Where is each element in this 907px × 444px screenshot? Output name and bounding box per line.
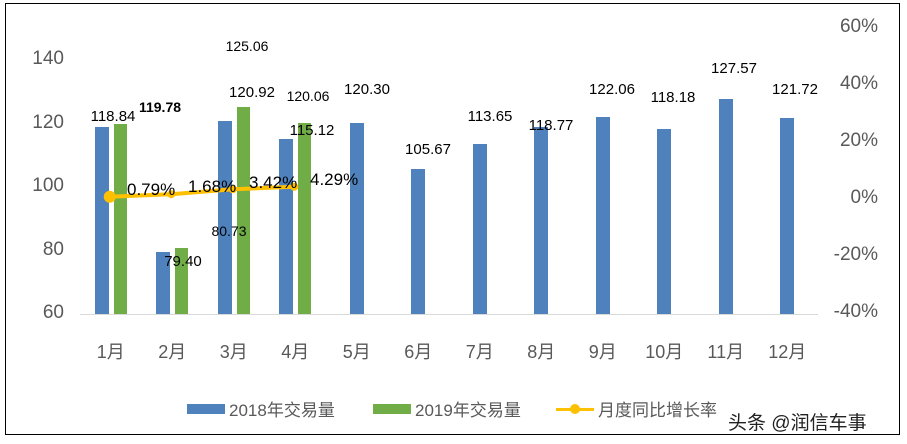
legend-line-marker-icon xyxy=(556,403,594,414)
watermark: 头条 @润信车事 xyxy=(728,413,867,434)
legend-swatch-2018 xyxy=(187,403,225,414)
chart-frame xyxy=(5,3,900,435)
legend-item-growth: 月度同比增长率 xyxy=(556,396,717,421)
bar-2018 xyxy=(411,168,426,314)
data-label-2018: 79.40 xyxy=(164,253,202,270)
x-axis-tick: 7月 xyxy=(465,342,494,362)
data-label-growth: 3.42% xyxy=(249,173,298,192)
data-label-2019: 120.06 xyxy=(286,88,330,104)
legend-label-2018: 2018年交易量 xyxy=(229,401,335,420)
data-label-2018: 118.77 xyxy=(528,117,574,134)
x-axis-tick: 8月 xyxy=(527,342,556,362)
data-label-2018: 113.65 xyxy=(467,108,513,125)
y-axis-tick: 60 xyxy=(42,302,64,323)
y-axis-tick: 120 xyxy=(32,111,64,133)
bar-2019 xyxy=(298,123,312,314)
data-label-2018: 120.92 xyxy=(229,84,275,101)
data-label-2019: 80.73 xyxy=(211,223,247,239)
data-label-2018: 120.30 xyxy=(344,81,390,98)
bar-2018 xyxy=(595,116,610,314)
legend-item-2019: 2019年交易量 xyxy=(373,396,521,421)
growth-rate-marker xyxy=(103,190,116,203)
bar-2018 xyxy=(94,127,109,314)
data-label-2018: 118.84 xyxy=(90,108,136,125)
bar-2018 xyxy=(349,122,364,314)
bar-2018 xyxy=(534,127,549,314)
x-axis-tick: 1月 xyxy=(96,342,125,362)
bar-2018 xyxy=(718,99,733,314)
x-axis-line xyxy=(80,314,818,315)
x-axis-tick: 11月 xyxy=(707,342,745,362)
legend-swatch-2019 xyxy=(373,403,411,414)
y2-axis-tick: -20% xyxy=(833,244,878,265)
bar-2018 xyxy=(472,143,487,314)
y2-axis-tick: 0% xyxy=(850,187,878,208)
data-label-growth: 1.68% xyxy=(188,177,237,196)
bar-2018 xyxy=(657,129,672,314)
data-label-growth: 4.29% xyxy=(310,170,359,189)
data-label-2018: 122.06 xyxy=(589,81,635,98)
bar-2019 xyxy=(113,124,127,314)
data-label-2018: 127.57 xyxy=(711,60,757,77)
x-axis-tick: 3月 xyxy=(219,342,248,362)
y2-axis-tick: 60% xyxy=(839,16,878,37)
y2-axis-tick: 20% xyxy=(839,130,878,151)
data-label-2018: 105.67 xyxy=(405,141,451,158)
x-axis-tick: 2月 xyxy=(158,342,187,362)
legend-item-2018: 2018年交易量 xyxy=(187,396,335,421)
bar-2018 xyxy=(217,120,232,314)
legend-label-growth: 月度同比增长率 xyxy=(598,401,717,420)
growth-rate-marker xyxy=(290,182,299,191)
x-axis-tick: 4月 xyxy=(281,342,310,362)
x-axis-tick: 6月 xyxy=(404,342,433,362)
y-axis-tick: 80 xyxy=(42,238,64,260)
data-label-growth: 0.79% xyxy=(127,180,176,199)
bar-2019 xyxy=(175,248,189,314)
data-label-2018: 121.72 xyxy=(772,81,818,98)
y2-axis-tick: 40% xyxy=(839,73,878,94)
data-label-2019: 125.06 xyxy=(225,38,269,54)
x-axis-tick: 12月 xyxy=(768,342,807,362)
x-axis-tick: 5月 xyxy=(342,342,371,362)
growth-rate-marker xyxy=(228,185,237,194)
data-label-2019: 119.78 xyxy=(138,99,182,115)
bar-2018 xyxy=(279,138,294,314)
legend-label-2019: 2019年交易量 xyxy=(415,401,521,420)
data-label-2018: 115.12 xyxy=(289,122,335,139)
bar-2018 xyxy=(156,252,171,314)
y-axis-tick: 140 xyxy=(32,48,64,69)
growth-rate-marker xyxy=(167,190,176,199)
bar-2019 xyxy=(236,107,250,314)
data-label-2018: 118.18 xyxy=(650,89,696,106)
x-axis-tick: 10月 xyxy=(645,342,684,362)
bar-2018 xyxy=(780,118,795,314)
x-axis-tick: 9月 xyxy=(588,342,617,362)
y2-axis-tick: -40% xyxy=(833,301,878,322)
y-axis-tick: 100 xyxy=(32,175,64,196)
